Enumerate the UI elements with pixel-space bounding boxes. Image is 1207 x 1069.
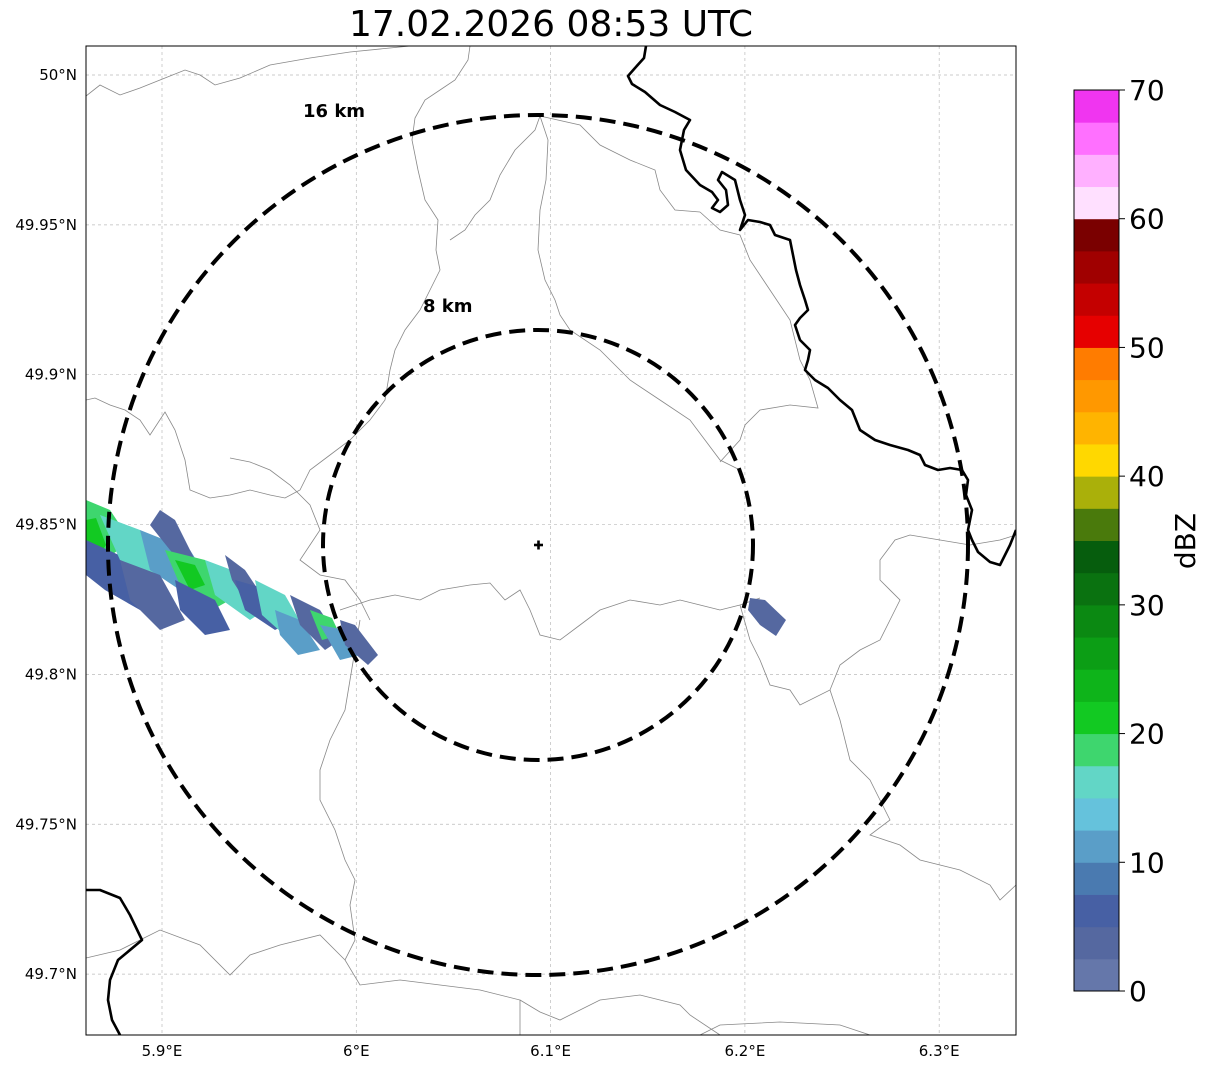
colorbar-swatch <box>1074 765 1119 799</box>
colorbar-swatch <box>1074 90 1119 123</box>
colorbar-tick-label: 60 <box>1129 203 1165 236</box>
lat-tick-label: 49.7°N <box>25 965 77 983</box>
colorbar-frame <box>1073 89 1120 992</box>
lat-tick-label: 49.9°N <box>25 366 77 384</box>
colorbar-swatch <box>1074 508 1119 541</box>
boundary-north <box>86 46 471 499</box>
national-border <box>86 46 1016 1035</box>
echo-cell <box>120 560 185 630</box>
colorbar-swatch <box>1074 476 1119 509</box>
colorbar-swatch <box>1074 154 1119 188</box>
colorbar-ticks: 0 10 20 30 40 50 60 70 <box>1119 74 1165 1008</box>
border-south-west <box>86 888 144 1035</box>
colorbar-swatch <box>1074 572 1119 606</box>
lon-tick-label: 6.3°E <box>919 1042 960 1060</box>
lat-tick-label: 49.8°N <box>25 665 77 683</box>
echo-cell <box>150 510 195 565</box>
map-title: 17.02.2026 08:53 UTC <box>348 4 754 45</box>
range-ring-label-8km: 8 km <box>423 296 473 317</box>
range-rings: 16 km 8 km <box>106 101 970 977</box>
radar-center-marker <box>534 540 543 550</box>
colorbar-swatch <box>1074 637 1119 670</box>
echo-cell <box>340 620 378 665</box>
echo-cell <box>275 610 320 655</box>
colorbar-swatch <box>1074 958 1119 992</box>
colorbar-tick-label: 10 <box>1129 846 1165 879</box>
colorbar-swatch <box>1074 926 1119 960</box>
lon-tick-label: 6.2°E <box>724 1042 765 1060</box>
colorbar-tick-label: 30 <box>1129 589 1165 622</box>
colorbar-title: dBZ <box>1169 513 1202 569</box>
lat-tick-label: 49.85°N <box>15 516 77 534</box>
boundary-south-center <box>339 534 1016 706</box>
colorbar-swatch <box>1074 862 1119 895</box>
colorbar-swatch <box>1074 540 1119 574</box>
colorbar-swatch <box>1074 604 1119 638</box>
colorbar-swatch <box>1074 250 1119 284</box>
boundary-south <box>86 929 721 1035</box>
range-ring-16km <box>106 113 970 977</box>
colorbar-swatch <box>1074 122 1119 155</box>
colorbar-swatch <box>1074 733 1119 767</box>
echo-cell <box>748 598 786 636</box>
colorbar-swatch <box>1074 701 1119 735</box>
colorbar-swatch <box>1074 894 1119 928</box>
admin-boundaries <box>86 46 1016 1035</box>
boundary-west-middle <box>229 457 371 621</box>
echo-cell <box>175 580 230 635</box>
colorbar-swatch <box>1074 669 1119 702</box>
colorbar-swatch <box>1074 443 1119 477</box>
lat-tick-label: 50°N <box>39 66 77 84</box>
echo-cell <box>175 560 205 590</box>
colorbar-tick-label: 40 <box>1129 460 1165 493</box>
lon-tick-label: 6°E <box>343 1042 370 1060</box>
range-ring-label-16km: 16 km <box>303 101 365 122</box>
boundary-north-west <box>86 46 411 97</box>
range-ring-8km <box>321 328 755 762</box>
colorbar-swatch <box>1074 411 1119 445</box>
colorbar-swatch <box>1074 186 1119 220</box>
lat-tick-label: 49.95°N <box>15 216 77 234</box>
colorbar-tick-label: 50 <box>1129 331 1165 364</box>
colorbar-swatch <box>1074 797 1119 831</box>
colorbar-tick-label: 70 <box>1129 74 1165 107</box>
plot-frame <box>85 45 1017 1036</box>
colorbar-swatch <box>1074 379 1119 413</box>
boundary-east-south <box>829 689 1016 901</box>
colorbar-swatch <box>1074 283 1119 316</box>
colorbar-swatch <box>1074 218 1119 252</box>
boundary-south-west <box>319 619 521 1035</box>
reflectivity-echoes <box>86 500 786 665</box>
lon-tick-label: 6.1°E <box>530 1042 571 1060</box>
boundary-center-north <box>449 115 741 471</box>
map-plot-area: 16 km 8 km <box>86 46 1016 1035</box>
colorbar-swatches <box>1074 90 1119 992</box>
colorbar-swatch <box>1074 315 1119 348</box>
boundary-far-south-east <box>699 1021 871 1035</box>
lat-tick-label: 49.75°N <box>15 815 77 833</box>
colorbar-swatch <box>1074 347 1119 381</box>
lon-tick-label: 5.9°E <box>142 1042 183 1060</box>
axis-tick-labels: 5.9°E 6°E 6.1°E 6.2°E 6.3°E 50°N 49.95°N 49.9°N… <box>15 66 959 1060</box>
border-river-east <box>626 46 1016 567</box>
colorbar-swatch <box>1074 830 1119 863</box>
colorbar: 0 10 20 30 40 50 60 70 dBZ <box>1073 74 1202 1008</box>
colorbar-tick-label: 20 <box>1129 718 1165 751</box>
colorbar-tick-label: 0 <box>1129 975 1147 1008</box>
